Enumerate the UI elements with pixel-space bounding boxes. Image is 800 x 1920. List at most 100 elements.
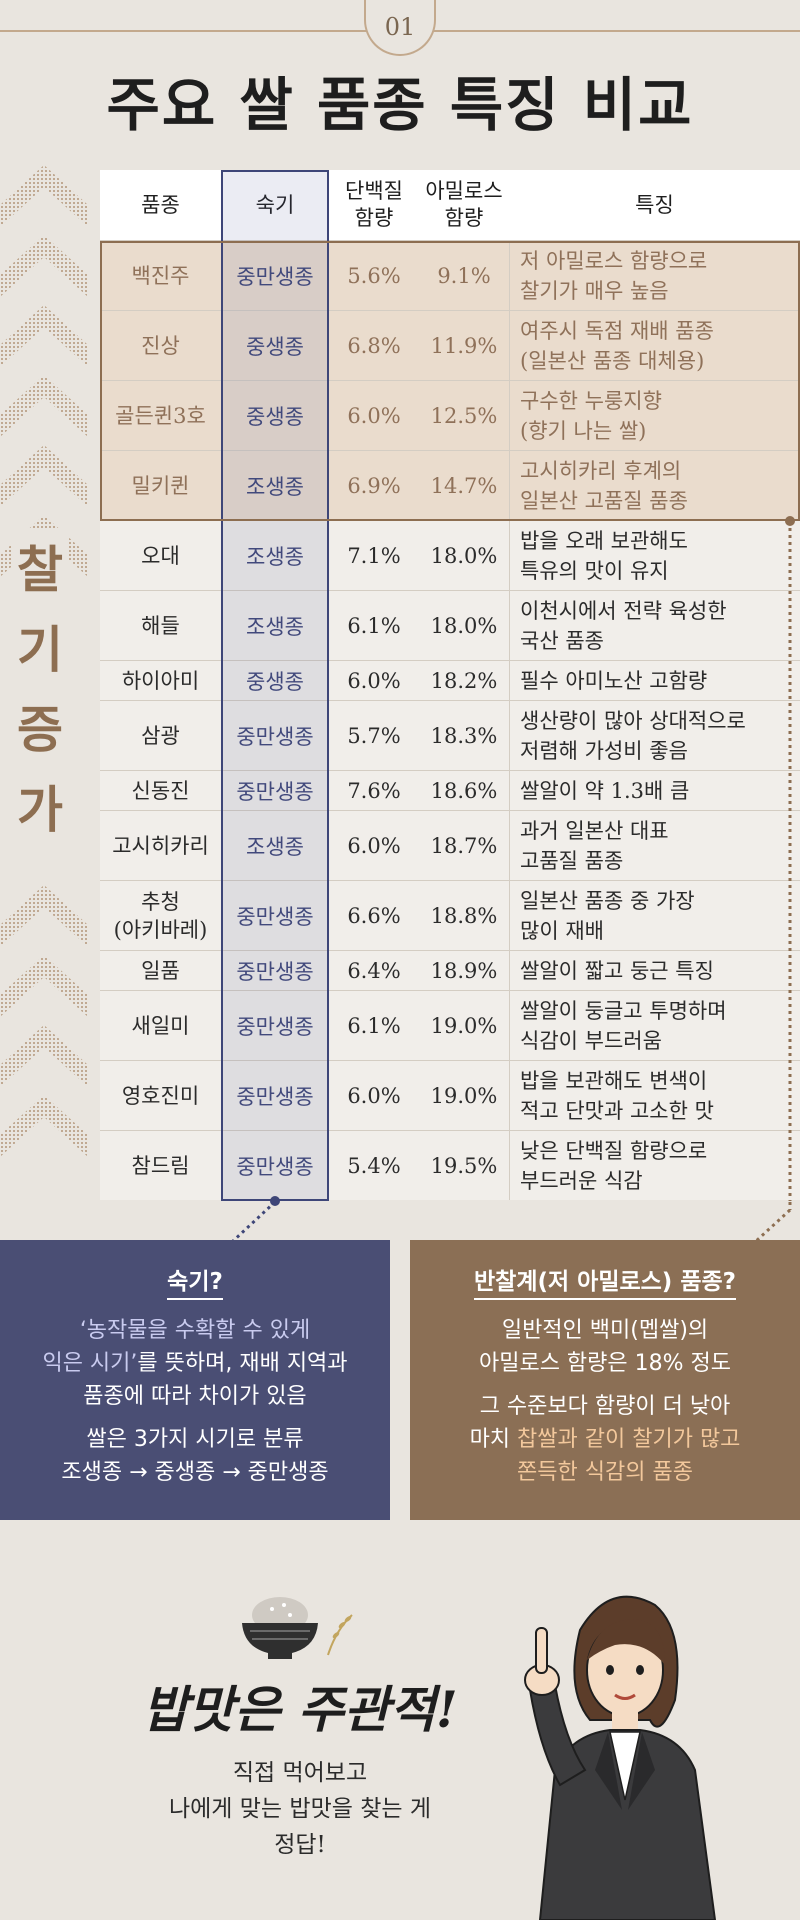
cell-feature: 이천시에서 전략 육성한 국산 품종 bbox=[509, 591, 800, 660]
cell-feature: 쌀알이 둥글고 투명하며 식감이 부드러움 bbox=[509, 991, 800, 1060]
cell-protein: 6.0% bbox=[347, 1083, 401, 1108]
answer-line: 나에게 맞는 밥맛을 찾는 게 bbox=[168, 1796, 431, 1822]
cell-maturity: 중만생종 bbox=[236, 904, 314, 929]
section-number-badge: 01 bbox=[364, 0, 436, 56]
answer-text: 직접 먹어보고 나에게 맞는 밥맛을 찾는 게 정답! bbox=[120, 1755, 480, 1863]
connector-lines bbox=[230, 1200, 792, 1244]
cell-amylose: 9.1% bbox=[437, 263, 491, 288]
cell-maturity: 중생종 bbox=[246, 404, 304, 429]
cell-variety: 신동진 bbox=[131, 778, 190, 803]
cell-amylose: 12.5% bbox=[430, 403, 498, 428]
cell-feature: 밥을 오래 보관해도 특유의 맛이 유지 bbox=[509, 521, 800, 590]
cell-maturity: 중만생종 bbox=[236, 1084, 314, 1109]
cell-feature: 구수한 누룽지향 (향기 나는 쌀) bbox=[509, 381, 800, 450]
highlight-text: ‘농작물을 수확할 수 있게 bbox=[79, 1318, 311, 1343]
table-row: 백진주 중만생종 5.6% 9.1% 저 아밀로스 함량으로 찰기가 매우 높음 bbox=[100, 240, 800, 310]
presenter-illustration bbox=[524, 1595, 717, 1920]
cell-feature: 일본산 품종 중 가장 많이 재배 bbox=[509, 881, 800, 950]
cell-maturity: 중만생종 bbox=[236, 264, 314, 289]
cell-protein: 7.6% bbox=[347, 778, 401, 803]
rice-variety-table: 품종 숙기 단백질 함량 아밀로스 함량 특징 백진주 중만생종 5.6% 9.1% 저… bbox=[100, 170, 800, 1200]
cell-feature: 밥을 보관해도 변색이 적고 단맛과 고소한 맛 bbox=[509, 1061, 800, 1130]
cell-protein: 6.0% bbox=[347, 403, 401, 428]
cell-variety: 밀키퀸 bbox=[131, 473, 190, 498]
cell-variety: 일품 bbox=[141, 958, 180, 983]
cell-variety: 오대 bbox=[141, 543, 180, 568]
cell-protein: 5.6% bbox=[347, 263, 401, 288]
low-amylose-explainer-box: 반찰계(저 아밀로스) 품종? 일반적인 백미(멥쌀)의 아밀로스 함량은 18… bbox=[410, 1240, 800, 1520]
cell-maturity: 중생종 bbox=[246, 334, 304, 359]
text-segment: 를 뜻하며, 재배 지역과 bbox=[137, 1351, 348, 1376]
cell-feature: 여주시 독점 재배 품종 (일본산 품종 대체용) bbox=[509, 311, 800, 380]
table-header-row: 품종 숙기 단백질 함량 아밀로스 함량 특징 bbox=[100, 170, 800, 240]
cell-amylose: 19.0% bbox=[430, 1013, 498, 1038]
cell-protein: 5.7% bbox=[347, 723, 401, 748]
cell-amylose: 18.0% bbox=[430, 613, 498, 638]
cell-protein: 7.1% bbox=[347, 543, 401, 568]
taste-is-subjective-heading: 밥맛은 주관적! bbox=[142, 1680, 458, 1739]
cell-protein: 6.0% bbox=[347, 833, 401, 858]
table-row: 진상 중생종 6.8% 11.9% 여주시 독점 재배 품종 (일본산 품종 대체용) bbox=[100, 310, 800, 380]
table-row: 밀키퀸 조생종 6.9% 14.7% 고시히카리 후계의 일본산 고품질 품종 bbox=[100, 450, 800, 520]
cell-amylose: 18.6% bbox=[430, 778, 498, 803]
cell-maturity: 중만생종 bbox=[236, 1154, 314, 1179]
cell-maturity: 조생종 bbox=[246, 834, 304, 859]
low-amylose-detail-text: 그 수준보다 함량이 더 낮아 마치 찹쌀과 같이 찰기가 많고 쫀득한 식감의… bbox=[410, 1390, 800, 1489]
table-row: 참드림 중만생종 5.4% 19.5% 낮은 단백질 함량으로 부드러운 식감 bbox=[100, 1130, 800, 1200]
highlight-text: 찹쌀과 같이 찰기가 많고 bbox=[517, 1427, 741, 1452]
cell-variety: 진상 bbox=[141, 333, 180, 358]
cell-variety: 영호진미 bbox=[121, 1083, 200, 1108]
cell-maturity: 중만생종 bbox=[236, 959, 314, 984]
cell-maturity: 중만생종 bbox=[236, 724, 314, 749]
cell-variety: 삼광 bbox=[141, 723, 180, 748]
text-segment: 일반적인 백미(멥쌀)의 bbox=[501, 1318, 709, 1343]
cell-protein: 6.4% bbox=[347, 958, 401, 983]
table-row: 신동진 중만생종 7.6% 18.6% 쌀알이 약 1.3배 큼 bbox=[100, 770, 800, 810]
cell-variety: 하이아미 bbox=[121, 668, 200, 693]
cell-feature: 쌀알이 짧고 둥근 특징 bbox=[509, 951, 800, 990]
header-variety: 품종 bbox=[141, 192, 180, 217]
cell-feature: 과거 일본산 대표 고품질 품종 bbox=[509, 811, 800, 880]
low-amylose-explainer-text: 일반적인 백미(멥쌀)의 아밀로스 함량은 18% 정도 bbox=[410, 1314, 800, 1380]
cell-feature: 필수 아미노산 고함량 bbox=[509, 661, 800, 700]
cell-variety: 참드림 bbox=[131, 1153, 190, 1178]
low-amylose-explainer-title: 반찰계(저 아밀로스) 품종? bbox=[474, 1262, 736, 1300]
vertical-label-char: 가 bbox=[17, 781, 63, 839]
answer-line: 직접 먹어보고 bbox=[232, 1760, 368, 1786]
vertical-label-char: 증 bbox=[17, 701, 63, 759]
vertical-label-stickiness-increase: 찰 기 증 가 bbox=[12, 530, 68, 850]
text-segment: 그 수준보다 함량이 더 낮아 bbox=[479, 1394, 731, 1419]
cell-amylose: 14.7% bbox=[430, 473, 498, 498]
rice-bowl-icon bbox=[242, 1597, 353, 1659]
cell-amylose: 19.0% bbox=[430, 1083, 498, 1108]
cell-variety: 골든퀸3호 bbox=[115, 403, 206, 428]
maturity-explainer-text: ‘농작물을 수확할 수 있게 익은 시기’를 뜻하며, 재배 지역과 품종에 따… bbox=[0, 1314, 390, 1413]
cell-protein: 5.4% bbox=[347, 1153, 401, 1178]
cell-maturity: 조생종 bbox=[246, 544, 304, 569]
table-row: 새일미 중만생종 6.1% 19.0% 쌀알이 둥글고 투명하며 식감이 부드러움 bbox=[100, 990, 800, 1060]
cell-amylose: 11.9% bbox=[430, 333, 498, 358]
cell-protein: 6.1% bbox=[347, 1013, 401, 1038]
answer-line: 정답! bbox=[274, 1832, 326, 1858]
cell-maturity: 중만생종 bbox=[236, 1014, 314, 1039]
table-row: 오대 조생종 7.1% 18.0% 밥을 오래 보관해도 특유의 맛이 유지 bbox=[100, 520, 800, 590]
table-row: 하이아미 중생종 6.0% 18.2% 필수 아미노산 고함량 bbox=[100, 660, 800, 700]
header-maturity: 숙기 bbox=[255, 192, 295, 217]
table-row: 고시히카리 조생종 6.0% 18.7% 과거 일본산 대표 고품질 품종 bbox=[100, 810, 800, 880]
header-amylose: 아밀로스 함량 bbox=[425, 179, 503, 230]
cell-amylose: 18.8% bbox=[430, 903, 498, 928]
cell-protein: 6.6% bbox=[347, 903, 401, 928]
text-segment: 쌀은 3가지 시기로 분류 bbox=[86, 1427, 304, 1452]
cell-protein: 6.8% bbox=[347, 333, 401, 358]
cell-variety: 새일미 bbox=[131, 1013, 190, 1038]
cell-amylose: 18.3% bbox=[430, 723, 498, 748]
cell-protein: 6.9% bbox=[347, 473, 401, 498]
header-feature: 특징 bbox=[635, 192, 674, 217]
header-protein: 단백질 함량 bbox=[345, 179, 403, 230]
highlight-text: 쫀득한 식감의 품종 bbox=[517, 1460, 693, 1485]
table-row: 삼광 중만생종 5.7% 18.3% 생산량이 많아 상대적으로 저렴해 가성비 좋음 bbox=[100, 700, 800, 770]
table-row: 골든퀸3호 중생종 6.0% 12.5% 구수한 누룽지향 (향기 나는 쌀) bbox=[100, 380, 800, 450]
cell-protein: 6.0% bbox=[347, 668, 401, 693]
cell-variety: 고시히카리 bbox=[112, 833, 209, 858]
cell-feature: 쌀알이 약 1.3배 큼 bbox=[509, 771, 800, 810]
